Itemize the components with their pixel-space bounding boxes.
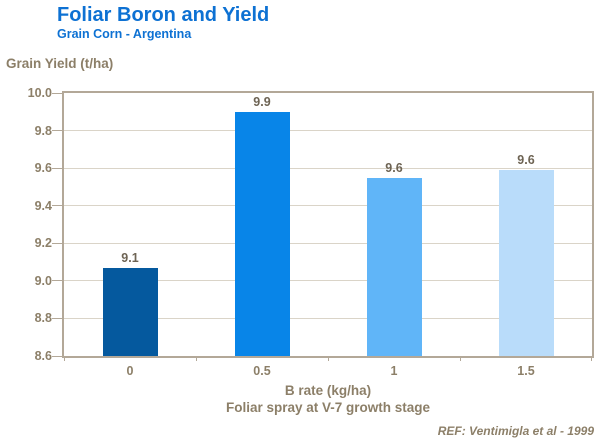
bar [102,267,158,356]
gridline [64,205,592,207]
y-tick-label: 9.8 [34,123,52,138]
x-tick-label: 1.5 [517,364,535,378]
bar-value-label: 9.9 [253,94,271,109]
bar [366,177,422,356]
y-tick-mark [52,242,62,244]
x-tick-mark [328,356,329,361]
y-axis-title: Grain Yield (t/ha) [6,56,114,71]
y-tick-mark [52,280,62,282]
x-axis-note: Foliar spray at V-7 growth stage [225,400,431,415]
x-tick-mark [460,356,461,361]
gridline [64,130,592,132]
y-tick-mark [52,317,62,319]
x-tick-mark [591,356,592,361]
gridline [64,167,592,169]
y-tick-label: 10.0 [27,86,52,100]
y-tick-mark [52,205,62,207]
x-axis-title: B rate (kg/ha) [284,383,372,398]
bar [234,111,290,356]
bar-value-label: 9.6 [517,153,535,168]
reference-text: REF: Ventimigla et al - 1999 [437,424,594,438]
gridline [64,317,592,319]
gridline [64,280,592,282]
plot-area: 10.0 9.8 9.6 9.4 9.2 9.0 8.8 8.6 9.1 0 9.9 0.5 9.6 1 9… [28,86,594,378]
y-tick-label: 9.6 [34,161,52,176]
x-tick-mark [196,356,197,361]
x-tick-label: 0.5 [253,364,271,378]
bar [498,170,554,356]
y-tick-mark [52,92,62,94]
y-tick-label: 9.2 [34,236,52,251]
page-title: Foliar Boron and Yield [57,4,270,26]
bar-value-label: 9.1 [121,250,139,265]
y-tick-mark [52,355,62,357]
bar-value-label: 9.6 [385,160,403,175]
y-tick-mark [52,167,62,169]
y-tick-mark [52,130,62,132]
x-tick-mark [64,356,65,361]
y-tick-label: 9.4 [34,198,52,213]
y-tick-label: 9.0 [34,273,52,288]
gridline [64,242,592,244]
y-tick-label: 8.8 [34,311,52,326]
x-tick-label: 1 [390,364,398,378]
page-subtitle: Grain Corn - Argentina [57,27,192,41]
x-tick-label: 0 [126,364,134,378]
y-tick-label: 8.6 [34,349,52,363]
